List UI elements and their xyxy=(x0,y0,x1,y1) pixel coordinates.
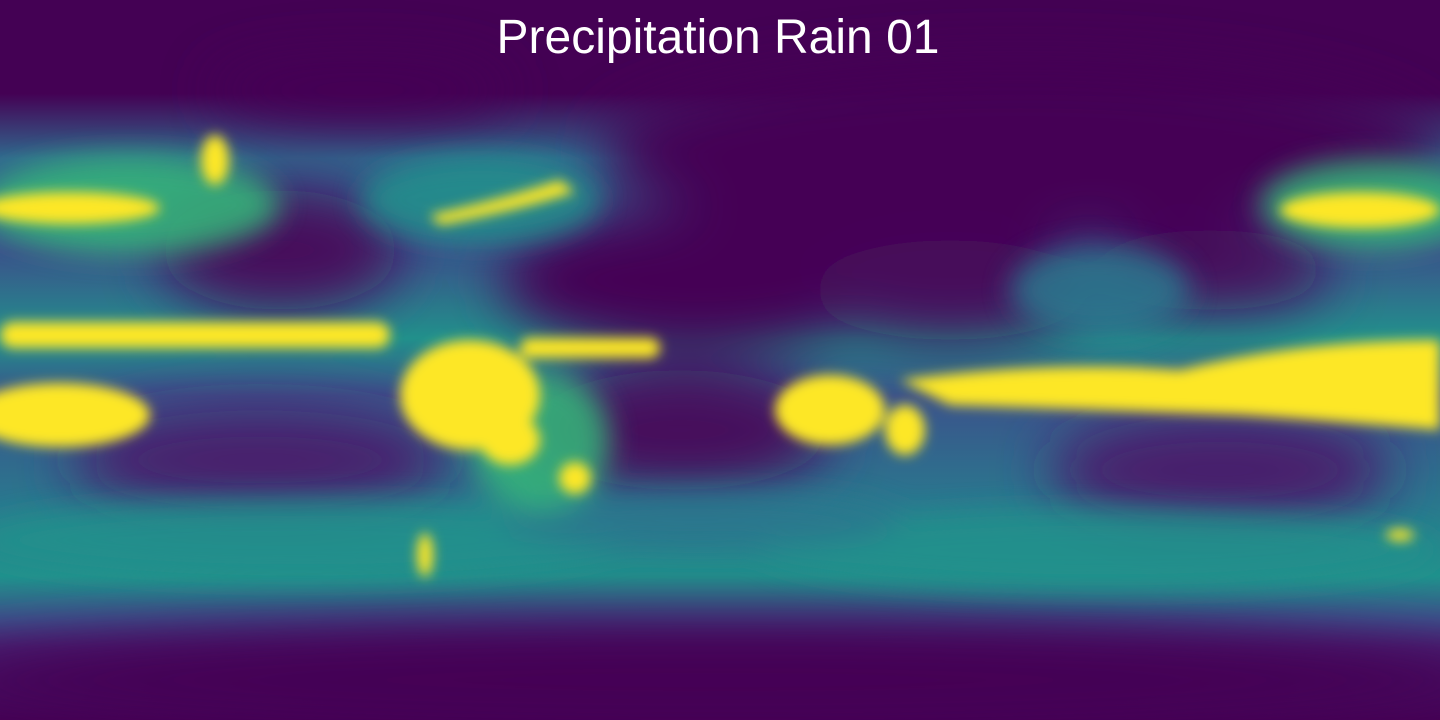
moderate-bands xyxy=(0,155,1440,590)
map-title: Precipitation Rain 01 xyxy=(496,11,940,64)
heavy-precipitation xyxy=(0,135,1440,577)
dry-regions xyxy=(0,60,1440,720)
